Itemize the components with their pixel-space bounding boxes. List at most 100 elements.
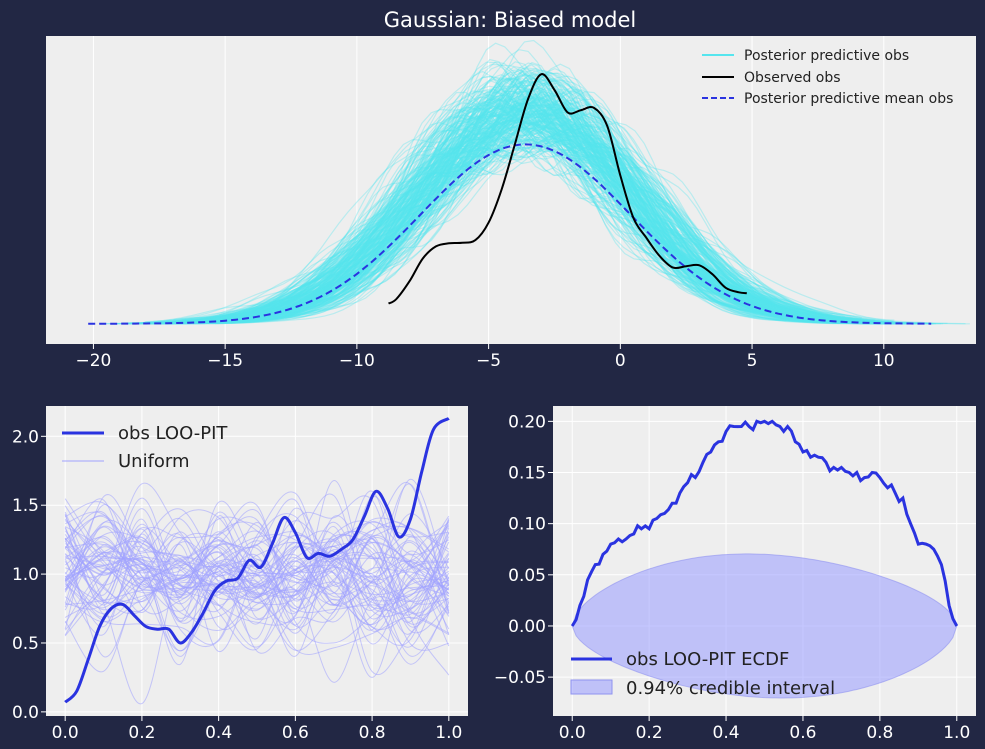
top-x-tick-label: −10 xyxy=(339,351,375,371)
top-posterior-predictive-line xyxy=(195,90,869,325)
left-legend: obs LOO-PIT Uniform xyxy=(62,423,228,472)
top-posterior-predictive-line xyxy=(256,105,894,322)
top-posterior-predictive-line xyxy=(185,79,887,325)
top-posterior-predictive-line xyxy=(226,109,854,323)
top-posterior-predictive-line xyxy=(158,87,906,324)
top-posterior-predictive-line xyxy=(197,92,852,322)
top-posterior-predictive-line xyxy=(176,137,887,325)
top-posterior-predictive-line xyxy=(170,127,890,325)
top-posterior-predictive-line xyxy=(216,96,890,324)
top-posterior-predictive-line xyxy=(197,102,908,324)
left-legend-label-loo: obs LOO-PIT xyxy=(118,423,228,444)
right-legend-label-ecdf: obs LOO-PIT ECDF xyxy=(626,649,789,670)
top-posterior-predictive-line xyxy=(122,95,897,325)
left-uniform-line xyxy=(64,498,449,602)
right-legend-label-interval: 0.94% credible interval xyxy=(626,678,835,699)
top-posterior-predictive-line xyxy=(147,93,849,325)
top-posterior-predictive-line xyxy=(165,69,895,322)
top-posterior-predictive-line xyxy=(178,117,834,324)
top-posterior-predictive-line xyxy=(130,102,823,325)
top-posterior-predictive-line xyxy=(169,108,907,325)
top-posterior-predictive-line xyxy=(183,61,903,324)
top-posterior-predictive-line xyxy=(154,66,883,325)
top-posterior-predictive-line xyxy=(213,70,906,324)
top-x-tick-label: 5 xyxy=(747,351,758,371)
top-grid xyxy=(92,36,885,344)
top-posterior-predictive-line xyxy=(190,121,910,324)
top-posterior-predictive-line xyxy=(219,96,874,323)
top-posterior-predictive-line xyxy=(152,104,872,324)
left-uniform-line xyxy=(64,483,450,612)
top-posterior-predictive-line xyxy=(176,123,905,325)
left-uniform-line xyxy=(64,509,450,665)
top-legend-label-ppc: Posterior predictive obs xyxy=(744,48,909,64)
top-posterior-predictive-line xyxy=(204,78,879,324)
left-uniform-line xyxy=(64,530,450,657)
top-posterior-predictive-line xyxy=(106,102,881,325)
top-posterior-predictive-line xyxy=(215,80,889,325)
top-posterior-predictive-line xyxy=(194,132,878,324)
top-posterior-predictive-line xyxy=(161,130,872,325)
top-posterior-predictive-line xyxy=(211,99,895,322)
top-chart-title: Gaussian: Biased model xyxy=(384,8,636,32)
top-posterior-predictive-line xyxy=(200,115,874,324)
top-posterior-predictive-line xyxy=(176,101,924,324)
top-posterior-predictive-line xyxy=(185,67,914,325)
right-legend: obs LOO-PIT ECDF 0.94% credible interval xyxy=(570,649,835,699)
left-uniform-line xyxy=(64,481,450,613)
top-posterior-predictive-line xyxy=(196,63,926,325)
top-posterior-predictive-line xyxy=(166,97,858,324)
top-x-tick-label: −5 xyxy=(476,351,501,371)
top-x-tick-label: 10 xyxy=(873,351,895,371)
top-posterior-predictive-line xyxy=(179,86,844,324)
right-y-tick-label: 0.10 xyxy=(508,515,546,535)
top-posterior-predictive-line xyxy=(156,79,867,324)
left-uniform-line xyxy=(64,519,450,675)
top-posterior-predictive-line xyxy=(130,97,869,324)
top-posterior-predictive-line xyxy=(204,77,878,324)
top-posterior-predictive-line xyxy=(160,107,890,324)
right-y-tick-label: −0.05 xyxy=(494,668,546,688)
top-posterior-predictive-line xyxy=(134,117,845,324)
left-x-tick-label: 0.8 xyxy=(359,723,386,743)
top-posterior-predictive-line xyxy=(166,102,877,325)
top-posterior-predictive-line xyxy=(151,149,899,325)
top-posterior-predictive-line xyxy=(148,85,887,325)
left-uniform-line xyxy=(64,480,450,631)
top-posterior-predictive-line xyxy=(180,72,891,324)
right-y-tick-label: 0.20 xyxy=(508,412,546,432)
top-posterior-predictive-line xyxy=(140,127,870,325)
top-posterior-predictive-line xyxy=(128,78,903,324)
top-posterior-predictive-line xyxy=(139,91,877,324)
left-uniform-line xyxy=(64,536,450,623)
top-legend-label-observed: Observed obs xyxy=(744,70,841,86)
top-posterior-predictive-line xyxy=(150,107,871,325)
top-posterior-predictive-line xyxy=(222,90,897,324)
top-legend-label-mean: Posterior predictive mean obs xyxy=(744,91,953,107)
top-posterior-predictive-line xyxy=(147,101,941,325)
left-y-tick-label: 0.5 xyxy=(12,634,39,654)
top-posterior-predictive-line xyxy=(156,97,803,324)
top-posterior-predictive-line xyxy=(148,104,915,324)
top-posterior-predictive-line xyxy=(208,98,892,324)
top-posterior-predictive-line xyxy=(159,86,898,325)
right-ecdf-line xyxy=(570,419,959,627)
top-posterior-predictive-line xyxy=(227,90,855,322)
top-posterior-predictive-line xyxy=(190,102,883,325)
top-posterior-predictive-line xyxy=(186,90,916,324)
left-x-tick-label: 0.4 xyxy=(205,723,232,743)
top-posterior-predictive-line xyxy=(127,96,820,325)
top-posterior-mean-line xyxy=(88,143,932,325)
top-posterior-predictive-line xyxy=(211,145,886,324)
top-posterior-predictive-line xyxy=(219,77,912,325)
top-posterior-predictive-line xyxy=(196,120,852,324)
top-posterior-predictive-line xyxy=(151,73,816,324)
top-posterior-predictive-line xyxy=(211,103,895,324)
top-posterior-predictive-lines xyxy=(99,39,970,325)
left-uniform-line xyxy=(64,541,450,651)
top-posterior-predictive-line xyxy=(162,120,855,324)
top-posterior-predictive-line xyxy=(135,77,855,324)
left-loo-pit-line xyxy=(64,417,450,704)
top-posterior-predictive-line xyxy=(180,89,891,325)
